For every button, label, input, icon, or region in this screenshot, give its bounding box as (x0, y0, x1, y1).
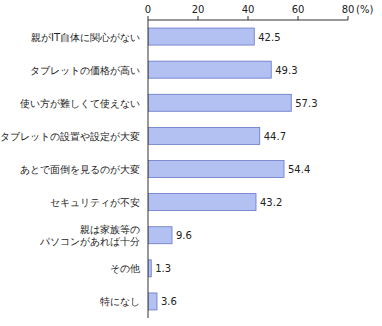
bar (148, 194, 256, 211)
category-label: あとで面倒を見るのが大変 (20, 164, 140, 175)
category-label: 親は家族等のパソコンがあれば十分 (39, 224, 140, 247)
tick-label: 80 (342, 4, 355, 15)
category-label: 親がIT自体に関心がない (31, 32, 140, 43)
axis-label: (%) (356, 4, 373, 15)
axes: 0 20 40 60 80(%) (145, 4, 374, 318)
label-line: 特になし (100, 296, 140, 307)
bar (148, 161, 284, 178)
data-label: 43.2 (260, 197, 282, 208)
data-label: 9.6 (176, 230, 192, 241)
tick (348, 16, 349, 20)
category-label: その他 (110, 263, 140, 274)
tick (148, 16, 149, 20)
bar (148, 61, 271, 78)
label-line: パソコンがあれば十分 (39, 236, 140, 247)
label-line: セキュリティが不安 (50, 197, 140, 208)
tick-label: 0 (145, 4, 151, 15)
category-label: セキュリティが不安 (50, 197, 140, 208)
chart: 42.5 親がIT自体に関心がない 49.3 タブレットの価格が高い 57.3 使い方が難… (0, 0, 382, 326)
label-line: タブレットの価格が高い (30, 65, 140, 76)
tick (198, 16, 199, 20)
category-label: 特になし (100, 296, 140, 307)
label-line: タブレットの設置や設定が大変 (0, 131, 140, 142)
label-line: 使い方が難しくて使えない (20, 98, 140, 109)
bars (148, 28, 291, 310)
bar (148, 94, 291, 111)
category-label: タブレットの価格が高い (30, 65, 140, 76)
tick (248, 16, 249, 20)
data-label: 44.7 (264, 131, 286, 142)
labels: 42.5 親がIT自体に関心がない 49.3 タブレットの価格が高い 57.3 使い方が難… (0, 32, 318, 308)
data-label: 3.6 (161, 296, 177, 307)
label-line: 親がIT自体に関心がない (31, 32, 140, 43)
category-label: 使い方が難しくて使えない (20, 98, 140, 109)
bar (148, 227, 172, 244)
label-line: その他 (110, 263, 140, 274)
label-line: あとで面倒を見るのが大変 (20, 164, 140, 175)
tick (298, 16, 299, 20)
label-line: 親は家族等の (80, 224, 140, 235)
bar (148, 28, 254, 45)
y-axis-line (148, 20, 149, 318)
data-label: 42.5 (258, 32, 280, 43)
data-label: 54.4 (288, 164, 310, 175)
bar (148, 127, 260, 144)
tick-label: 20 (192, 4, 205, 15)
tick-label: 40 (242, 4, 255, 15)
bar (148, 293, 157, 310)
data-label: 49.3 (275, 65, 297, 76)
data-label: 57.3 (295, 98, 317, 109)
tick-label: 60 (292, 4, 305, 15)
data-label: 1.3 (155, 263, 171, 274)
category-label: タブレットの設置や設定が大変 (0, 131, 140, 142)
